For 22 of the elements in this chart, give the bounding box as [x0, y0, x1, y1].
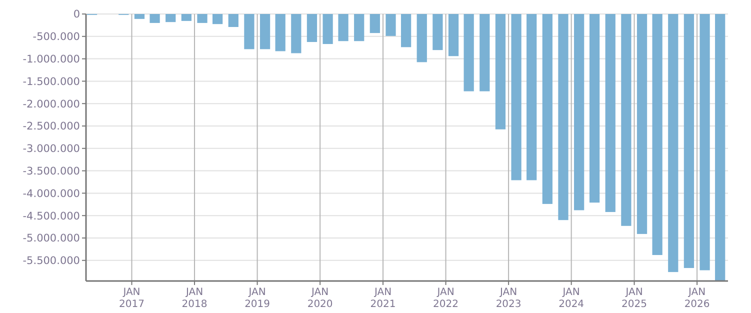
y-tick-label: -5.000.000 — [22, 232, 80, 245]
y-tick-label: 0 — [73, 8, 80, 21]
y-tick-label: -5.500.000 — [22, 255, 80, 268]
x-tick-label: JAN 2024 — [558, 287, 584, 310]
x-tick-label: JAN 2019 — [244, 287, 270, 310]
x-tick-label: JAN 2026 — [684, 287, 710, 310]
y-tick-label: -2.000.000 — [22, 98, 80, 110]
y-tick-label: -4.000.000 — [22, 188, 80, 200]
y-tick-label: -500.000 — [32, 31, 80, 44]
x-tick-label: JAN 2020 — [307, 287, 333, 310]
y-tick-label: -1.500.000 — [22, 76, 80, 88]
x-tick-label: JAN 2018 — [182, 287, 208, 310]
x-tick-label: JAN 2017 — [119, 287, 144, 310]
x-tick-label: JAN 2023 — [496, 287, 522, 310]
y-tick-label: -3.000.000 — [22, 143, 80, 156]
x-tick-label: JAN 2021 — [370, 287, 396, 310]
y-tick-label: -4.500.000 — [22, 210, 80, 222]
y-tick-label: -1.000.000 — [22, 53, 80, 66]
y-tick-label: -3.500.000 — [22, 165, 80, 178]
y-tick-label: -2.500.000 — [22, 120, 80, 133]
x-tick-label: JAN 2022 — [433, 287, 459, 310]
x-tick-label: JAN 2025 — [622, 287, 647, 310]
